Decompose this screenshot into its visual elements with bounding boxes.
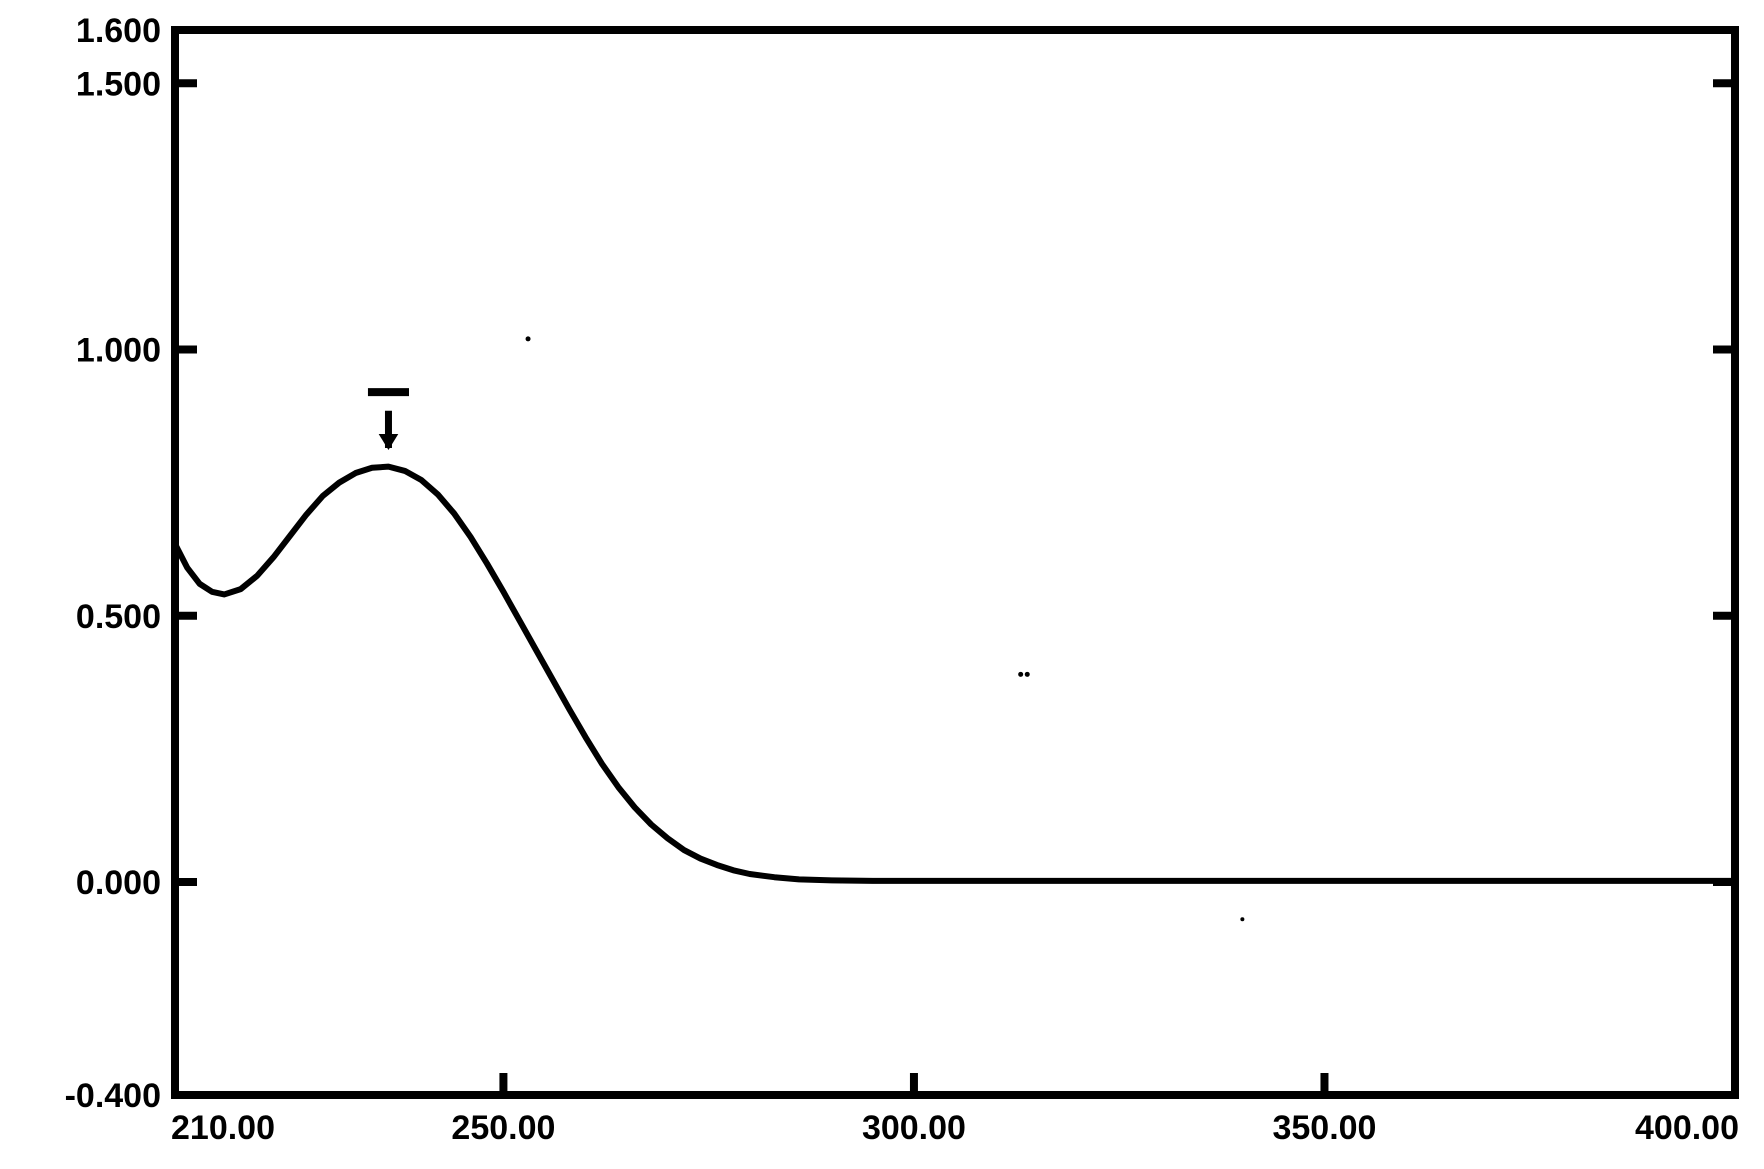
uv-spectrum-chart: 210.00 250.00 300.00 350.00 400.00 -0.400 0.00… (0, 0, 1764, 1169)
y-tick-label: -0.400 (65, 1077, 161, 1115)
y-tick-label: 1.000 (76, 332, 161, 370)
x-tick-label: 250.00 (451, 1109, 555, 1147)
peak-arrow-head (379, 434, 399, 450)
y-tick-label: 0.000 (76, 864, 161, 902)
spectrum-curve (175, 467, 1735, 881)
y-tick-label: 1.500 (76, 65, 161, 103)
x-tick-label: 350.00 (1272, 1109, 1376, 1147)
y-tick-label: 1.600 (76, 12, 161, 50)
x-tick-label: 400.00 (1635, 1109, 1739, 1147)
x-tick-label: 210.00 (171, 1109, 275, 1147)
x-tick-label: 300.00 (862, 1109, 966, 1147)
artifact-dot (1240, 917, 1244, 921)
chart-svg: 210.00 250.00 300.00 350.00 400.00 -0.400 0.00… (0, 0, 1764, 1169)
plot-border (175, 30, 1735, 1095)
artifact-dot (1018, 672, 1023, 677)
artifact-dot (1025, 672, 1030, 677)
y-tick-label: 0.500 (76, 598, 161, 636)
artifact-dot (526, 336, 531, 341)
